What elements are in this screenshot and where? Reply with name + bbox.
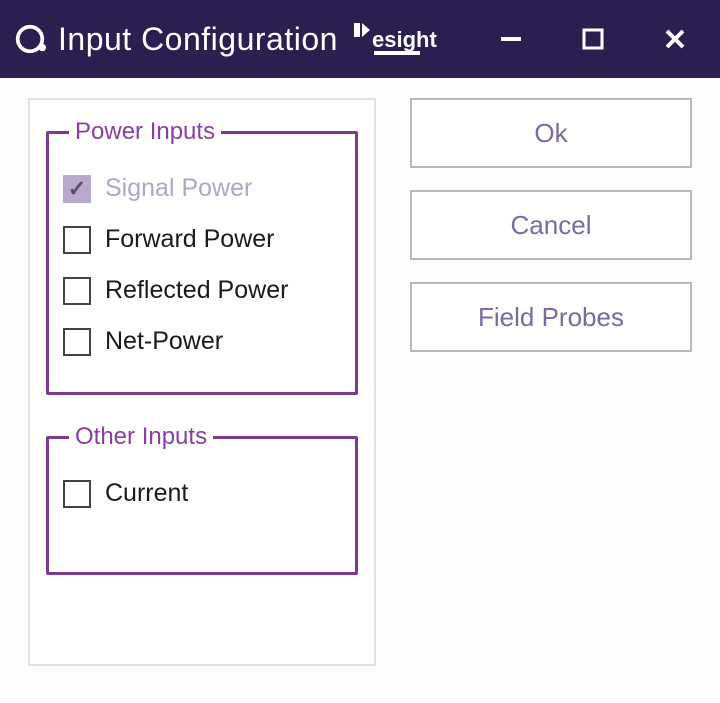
checkbox-box[interactable] <box>63 226 91 254</box>
checkbox-signal-power: Signal Power <box>63 174 341 203</box>
checkbox-net-power[interactable]: Net-Power <box>63 327 341 356</box>
checkbox-reflected-power[interactable]: Reflected Power <box>63 276 341 305</box>
other-inputs-group: Other Inputs Current <box>46 423 358 575</box>
checkbox-box[interactable] <box>63 277 91 305</box>
checkbox-forward-power[interactable]: Forward Power <box>63 225 341 254</box>
cancel-button[interactable]: Cancel <box>410 190 692 260</box>
brand-logo: esight <box>348 19 448 59</box>
close-button[interactable] <box>662 26 688 52</box>
buttons-panel: Ok Cancel Field Probes <box>410 98 692 675</box>
power-inputs-legend: Power Inputs <box>69 118 221 146</box>
app-icon <box>12 21 48 57</box>
maximize-button[interactable] <box>580 26 606 52</box>
field-probes-button[interactable]: Field Probes <box>410 282 692 352</box>
checkbox-box[interactable] <box>63 328 91 356</box>
checkbox-box <box>63 175 91 203</box>
window-title: Input Configuration <box>58 21 338 58</box>
svg-text:esight: esight <box>372 27 437 52</box>
checkbox-label: Current <box>105 479 188 508</box>
checkbox-box[interactable] <box>63 480 91 508</box>
power-inputs-group: Power Inputs Signal Power Forward Power … <box>46 118 358 395</box>
minimize-button[interactable] <box>498 26 524 52</box>
other-inputs-legend: Other Inputs <box>69 423 213 451</box>
checkbox-label: Signal Power <box>105 174 252 203</box>
ok-button[interactable]: Ok <box>410 98 692 168</box>
checkbox-label: Reflected Power <box>105 276 288 305</box>
checkbox-label: Forward Power <box>105 225 275 254</box>
checkbox-current[interactable]: Current <box>63 479 341 508</box>
checkbox-label: Net-Power <box>105 327 223 356</box>
inputs-panel: Power Inputs Signal Power Forward Power … <box>28 98 376 666</box>
titlebar: Input Configuration esight <box>0 0 720 78</box>
window-controls <box>498 26 710 52</box>
client-area: Power Inputs Signal Power Forward Power … <box>0 78 720 703</box>
